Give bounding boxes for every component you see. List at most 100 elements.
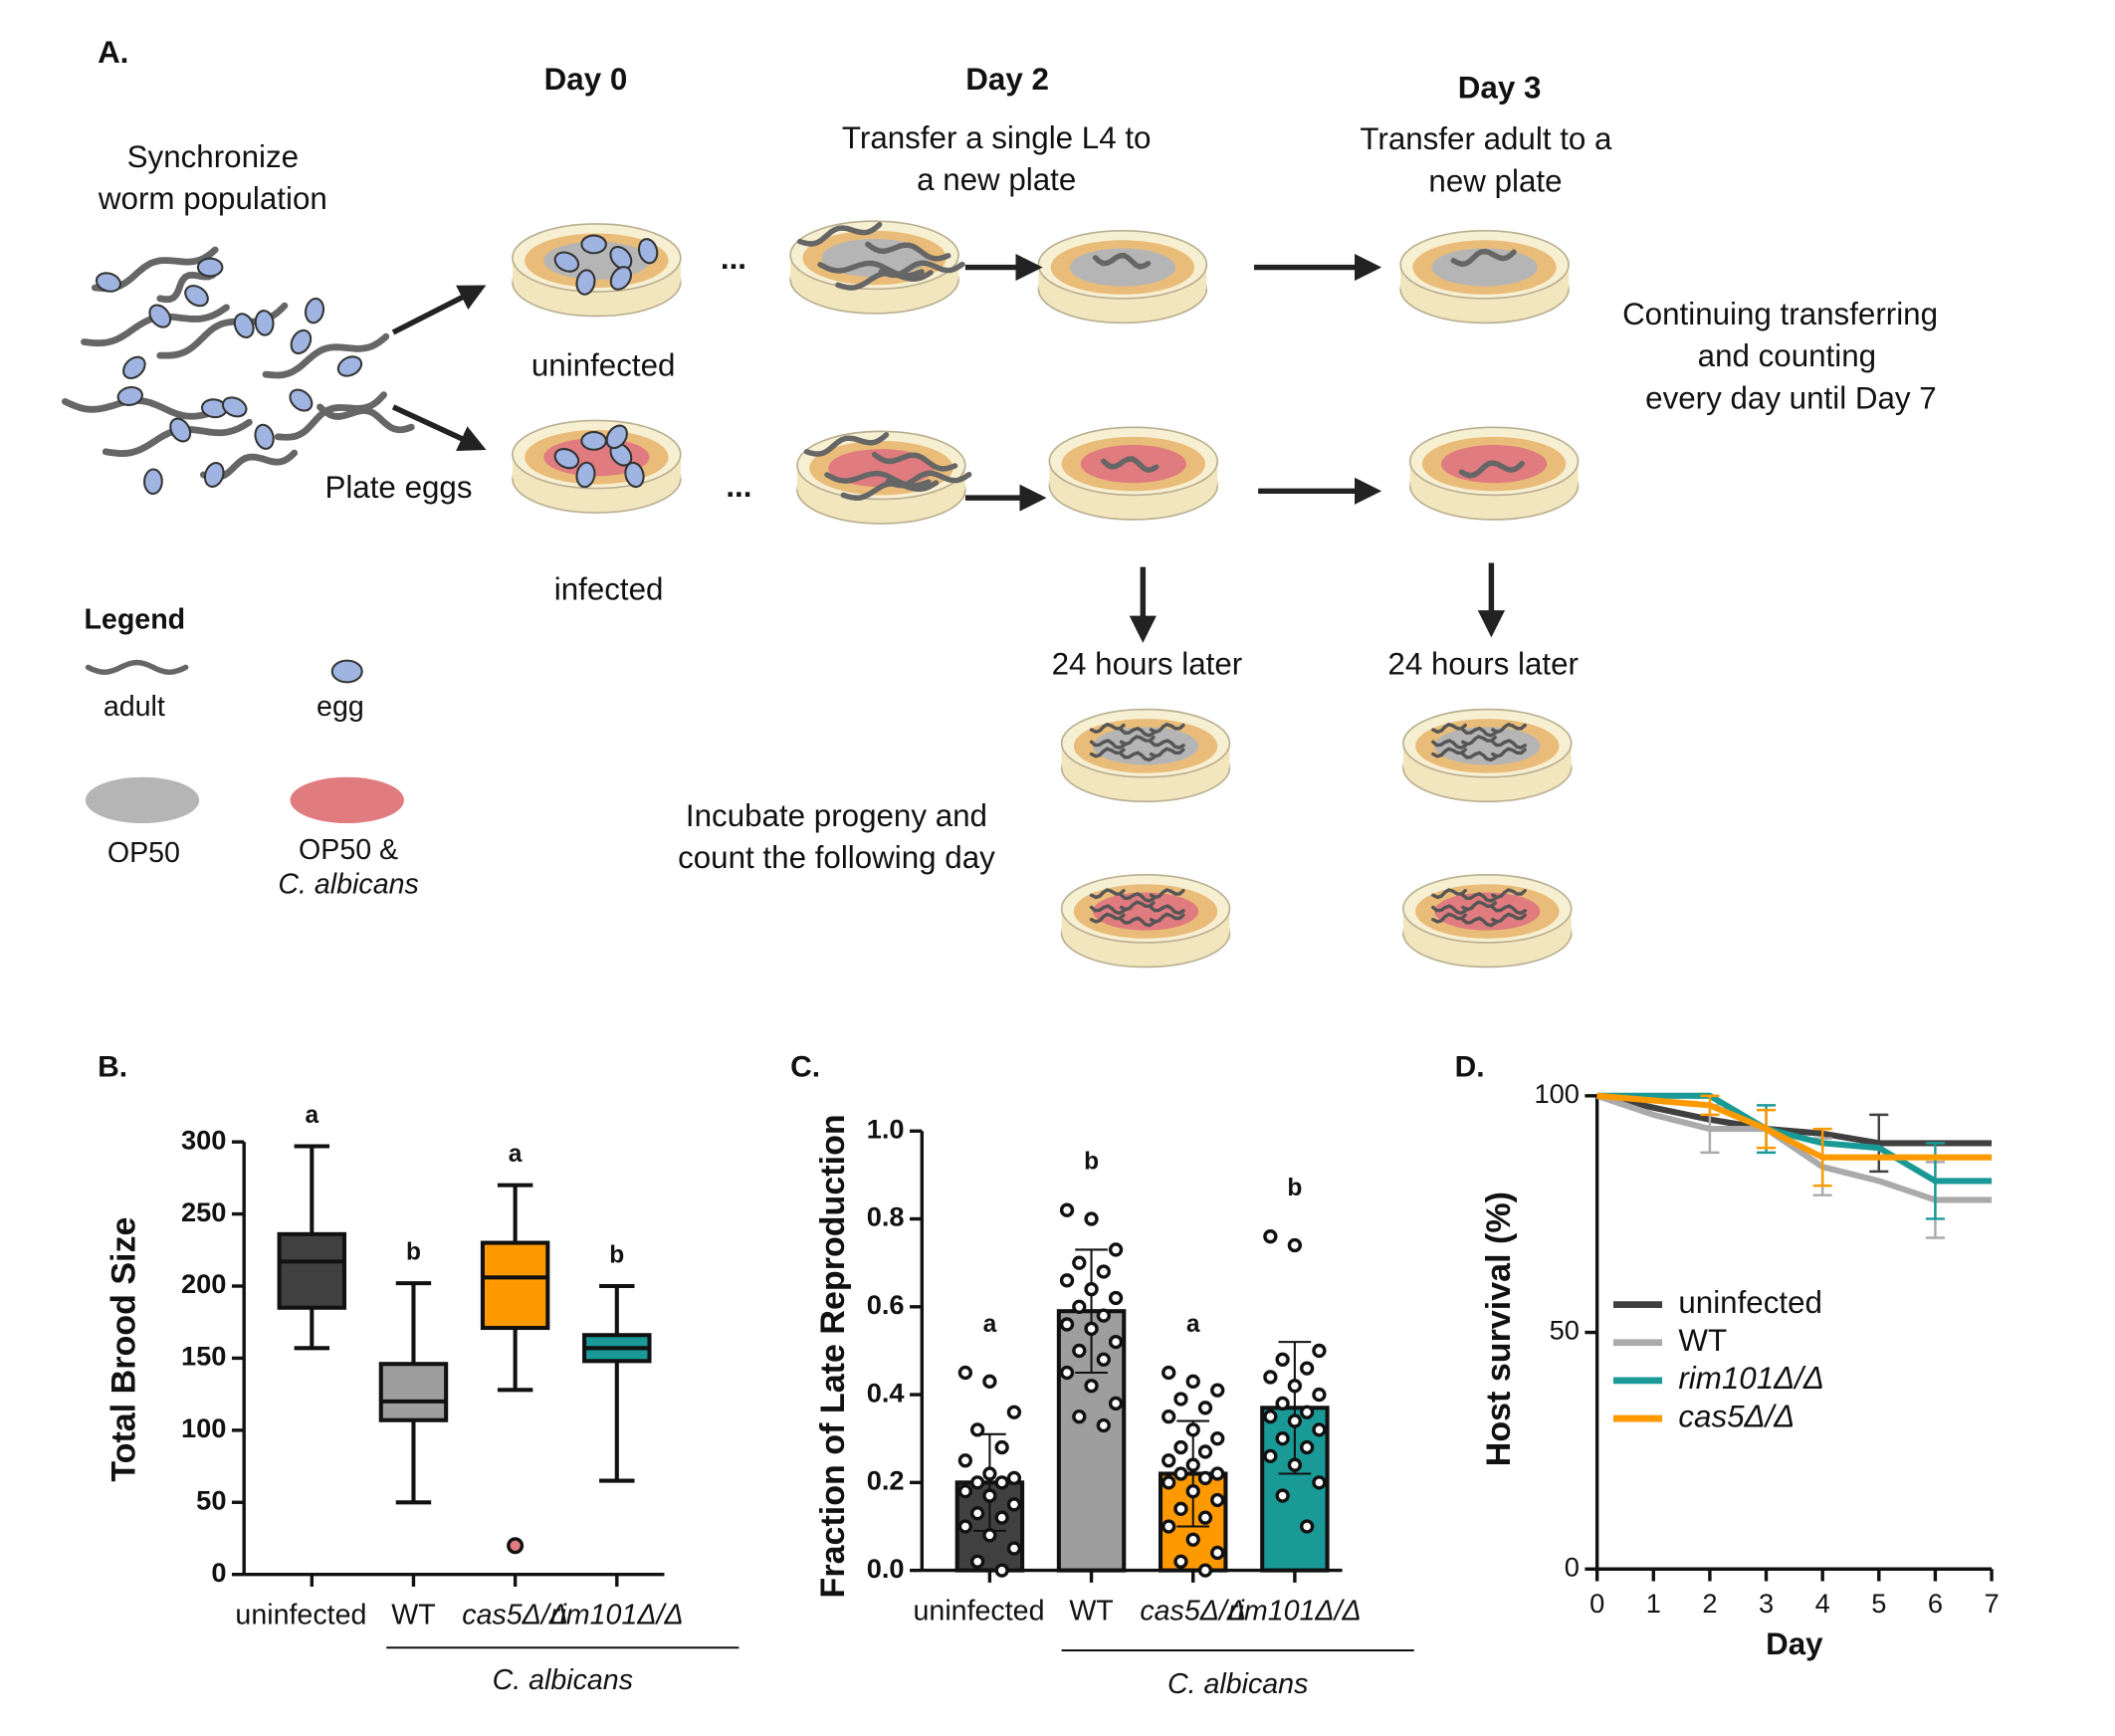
worm <box>1491 912 1527 924</box>
data-point <box>1173 1466 1188 1481</box>
lawn <box>1080 445 1186 484</box>
arrow <box>391 404 487 451</box>
x-tick-label: 4 <box>1815 1588 1830 1619</box>
survival-line <box>1596 1092 1993 1161</box>
x-tick-label: uninfected <box>914 1595 1045 1627</box>
egg <box>289 388 314 412</box>
significance-letter: a <box>983 1311 997 1338</box>
data-point <box>1084 1379 1099 1394</box>
worm <box>1149 912 1185 924</box>
egg <box>143 468 163 496</box>
egg <box>221 396 248 418</box>
data-point <box>1312 1387 1327 1403</box>
data-point <box>969 1554 985 1569</box>
worm <box>1461 916 1498 928</box>
significance-letter: b <box>609 1242 624 1269</box>
egg <box>290 328 313 355</box>
x-tick-label: 7 <box>1984 1588 1999 1619</box>
panel-label: A. <box>98 35 128 70</box>
data-point <box>1197 1470 1213 1486</box>
worm <box>865 241 952 262</box>
lawn <box>1092 727 1199 765</box>
data-point <box>982 1374 997 1389</box>
egg <box>575 269 596 296</box>
egg <box>624 461 645 489</box>
data-point <box>994 1563 1009 1578</box>
data-point <box>982 1488 997 1503</box>
worm <box>1119 726 1156 738</box>
y-tick-label: 0.8 <box>867 1201 905 1232</box>
data-point <box>1059 1365 1075 1381</box>
data-point <box>957 1365 973 1381</box>
y-tick-label: 100 <box>1534 1078 1579 1109</box>
step-text: worm population <box>98 181 327 216</box>
worm <box>1491 747 1527 759</box>
data-point <box>1299 1519 1315 1534</box>
x-tick-label: WT <box>1069 1595 1113 1627</box>
data-point <box>994 1510 1009 1525</box>
data-point <box>1299 1361 1315 1376</box>
egg <box>330 659 363 684</box>
data-point <box>982 1528 997 1543</box>
egg <box>95 272 122 293</box>
data-point <box>1006 1497 1022 1512</box>
egg <box>203 462 225 488</box>
y-axis-label: Host survival (%) <box>1480 1192 1518 1466</box>
legend-label: egg <box>317 691 364 723</box>
y-tick-label: 0 <box>211 1557 226 1588</box>
data-point <box>1059 1202 1075 1217</box>
x-tick-label: 1 <box>1646 1588 1661 1619</box>
step-text: Incubate progeny and <box>686 798 987 833</box>
data-point <box>1072 1299 1087 1314</box>
worm <box>1119 751 1156 762</box>
worm <box>1431 722 1467 735</box>
x-tick-label: uninfected <box>235 1599 366 1630</box>
panel-label: B. <box>98 1051 127 1084</box>
worm <box>1089 747 1126 759</box>
worm <box>1491 888 1527 900</box>
survival-line <box>1595 1092 1993 1203</box>
step-text: every day until Day 7 <box>1645 380 1937 415</box>
y-tick-label: 0.4 <box>867 1377 905 1408</box>
ellipsis: ... <box>726 469 751 504</box>
arrow <box>391 285 487 335</box>
worm <box>1149 739 1185 750</box>
worm <box>1431 739 1468 750</box>
data-point <box>982 1466 997 1481</box>
condition-label: infected <box>554 571 664 606</box>
legend-label: C. albicans <box>278 868 418 900</box>
worm <box>1431 888 1467 900</box>
data-point <box>957 1519 973 1534</box>
data-point <box>1108 1334 1124 1350</box>
worm <box>1089 739 1126 750</box>
box <box>378 1362 449 1422</box>
data-point <box>1287 1457 1303 1472</box>
data-point <box>969 1422 985 1437</box>
worm <box>1101 456 1160 474</box>
day-label: Day 0 <box>544 62 628 97</box>
worm <box>885 470 972 489</box>
legend-label: adult <box>104 691 165 723</box>
group-label: C. albicans <box>493 1664 633 1696</box>
day-label: Day 3 <box>1458 70 1542 105</box>
data-point <box>1185 1422 1200 1437</box>
legend-label: OP50 <box>107 837 180 869</box>
data-point <box>1287 1379 1303 1394</box>
data-point <box>1084 1321 1099 1337</box>
data-point <box>1173 1392 1188 1407</box>
data-point <box>1275 1352 1290 1367</box>
data-point <box>1173 1439 1188 1455</box>
step-text: a new plate <box>917 162 1076 197</box>
data-point <box>1072 1343 1087 1359</box>
worm <box>1149 722 1185 735</box>
y-tick-label: 250 <box>181 1196 226 1227</box>
worm <box>1461 900 1497 912</box>
data-point <box>1059 1317 1075 1332</box>
worm <box>803 432 890 457</box>
x-tick-label: cas5Δ/Δ <box>462 1599 568 1630</box>
outlier <box>507 1537 525 1555</box>
x-tick-label: rim101Δ/Δ <box>1228 1595 1362 1627</box>
egg <box>336 355 363 377</box>
step-text: Continuing transferring <box>1622 297 1938 331</box>
step-text: 24 hours later <box>1052 646 1243 681</box>
